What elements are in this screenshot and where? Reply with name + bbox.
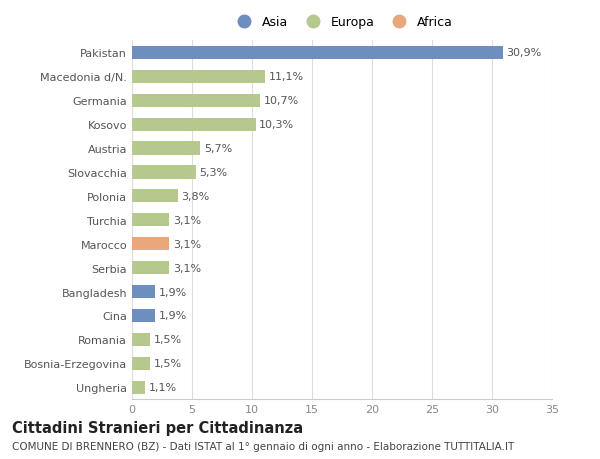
Text: 1,9%: 1,9% bbox=[158, 311, 187, 321]
Text: 3,8%: 3,8% bbox=[181, 191, 209, 202]
Bar bbox=[132, 166, 196, 179]
Bar bbox=[132, 285, 155, 298]
Text: Cittadini Stranieri per Cittadinanza: Cittadini Stranieri per Cittadinanza bbox=[12, 420, 303, 435]
Bar bbox=[132, 238, 169, 251]
Bar bbox=[132, 381, 145, 394]
Legend: Asia, Europa, Africa: Asia, Europa, Africa bbox=[229, 13, 455, 32]
Bar bbox=[132, 333, 150, 346]
Text: 1,9%: 1,9% bbox=[158, 287, 187, 297]
Text: 3,1%: 3,1% bbox=[173, 239, 201, 249]
Text: COMUNE DI BRENNERO (BZ) - Dati ISTAT al 1° gennaio di ogni anno - Elaborazione T: COMUNE DI BRENNERO (BZ) - Dati ISTAT al … bbox=[12, 441, 514, 451]
Bar bbox=[132, 214, 169, 227]
Text: 5,3%: 5,3% bbox=[199, 168, 227, 178]
Bar bbox=[132, 357, 150, 370]
Text: 1,5%: 1,5% bbox=[154, 335, 182, 345]
Text: 30,9%: 30,9% bbox=[506, 48, 542, 58]
Bar bbox=[132, 118, 256, 131]
Bar bbox=[132, 142, 200, 155]
Bar bbox=[132, 71, 265, 84]
Text: 1,1%: 1,1% bbox=[149, 382, 177, 392]
Text: 10,7%: 10,7% bbox=[264, 96, 299, 106]
Bar bbox=[132, 309, 155, 322]
Bar bbox=[132, 190, 178, 203]
Text: 5,7%: 5,7% bbox=[204, 144, 232, 154]
Text: 10,3%: 10,3% bbox=[259, 120, 295, 130]
Text: 3,1%: 3,1% bbox=[173, 263, 201, 273]
Text: 11,1%: 11,1% bbox=[269, 72, 304, 82]
Bar bbox=[132, 47, 503, 60]
Bar bbox=[132, 95, 260, 107]
Text: 3,1%: 3,1% bbox=[173, 215, 201, 225]
Bar bbox=[132, 262, 169, 274]
Text: 1,5%: 1,5% bbox=[154, 358, 182, 369]
